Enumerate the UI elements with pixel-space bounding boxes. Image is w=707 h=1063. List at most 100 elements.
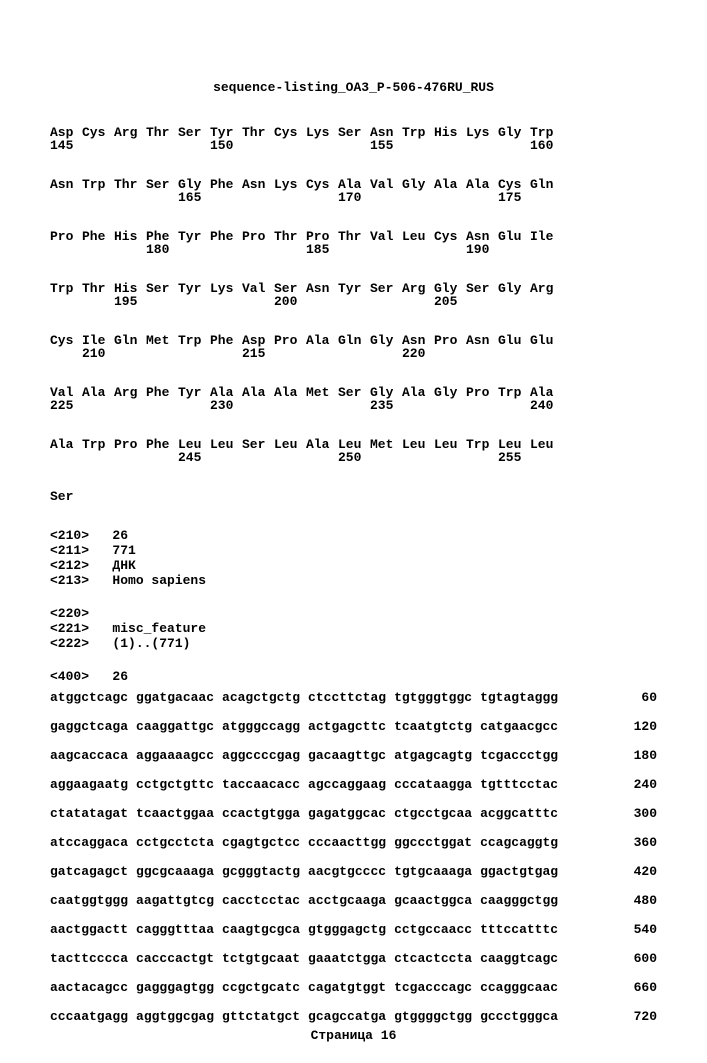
dna-group: atgggccagg bbox=[222, 719, 300, 734]
position-number bbox=[82, 242, 114, 257]
position-number bbox=[530, 190, 562, 205]
dna-group: gagggagtgg bbox=[136, 980, 214, 995]
position-number bbox=[306, 190, 338, 205]
dna-group: actgagcttc bbox=[308, 719, 386, 734]
dna-group: acagctgctg bbox=[222, 690, 300, 705]
dna-position: 120 bbox=[617, 719, 657, 734]
position-number bbox=[498, 138, 530, 153]
dna-group: tgtttcctac bbox=[480, 777, 558, 792]
dna-row: cccaatgaggaggtggcgaggttctatgctgcagccatga… bbox=[50, 1009, 657, 1024]
position-number bbox=[466, 398, 498, 413]
dna-row: atccaggacacctgcctctacgagtgctcccccaacttgg… bbox=[50, 835, 657, 850]
position-number bbox=[274, 190, 306, 205]
position-number bbox=[242, 398, 274, 413]
position-number bbox=[370, 294, 402, 309]
dna-group: ctgcctgcaa bbox=[394, 806, 472, 821]
position-number bbox=[306, 398, 338, 413]
position-number: 150 bbox=[210, 138, 242, 153]
position-number bbox=[402, 398, 434, 413]
position-number bbox=[466, 294, 498, 309]
position-number bbox=[82, 138, 114, 153]
dna-group: aggccccgag bbox=[222, 748, 300, 763]
dna-row: aactacagccgagggagtggccgctgcatccagatgtggt… bbox=[50, 980, 657, 995]
position-number bbox=[82, 450, 114, 465]
position-number bbox=[178, 138, 210, 153]
dna-group: cacccactgt bbox=[136, 951, 214, 966]
position-number bbox=[210, 450, 242, 465]
meta-block-2: <220><221> misc_feature<222> (1)..(771) bbox=[50, 606, 657, 651]
position-number bbox=[146, 450, 178, 465]
position-number: 205 bbox=[434, 294, 466, 309]
position-number: 160 bbox=[530, 138, 562, 153]
position-number bbox=[338, 398, 370, 413]
position-number: 245 bbox=[178, 450, 210, 465]
position-number bbox=[178, 242, 210, 257]
meta-line: <220> bbox=[50, 606, 657, 621]
position-number bbox=[210, 346, 242, 361]
position-number bbox=[114, 398, 146, 413]
dna-group: gacaagttgc bbox=[308, 748, 386, 763]
dna-position: 660 bbox=[617, 980, 657, 995]
meta-line: <213> Homo sapiens bbox=[50, 573, 657, 588]
dna-group: tcgacccagc bbox=[394, 980, 472, 995]
position-number bbox=[434, 346, 466, 361]
dna-group: gcagccatga bbox=[308, 1009, 386, 1024]
position-number bbox=[274, 242, 306, 257]
position-number bbox=[466, 346, 498, 361]
dna-group: gtggggctgg bbox=[394, 1009, 472, 1024]
dna-group: catgaacgcc bbox=[480, 719, 558, 734]
dna-group: ccactgtgga bbox=[222, 806, 300, 821]
dna-group: cctgctgttc bbox=[136, 777, 214, 792]
sequence-header: <400> 26 bbox=[50, 669, 657, 684]
protein-row: AspCysArgThrSerTyrThrCysLysSerAsnTrpHisL… bbox=[50, 125, 657, 153]
dna-group: aggtggcgag bbox=[136, 1009, 214, 1024]
position-number bbox=[146, 398, 178, 413]
dna-group: cctgccaacc bbox=[394, 922, 472, 937]
position-number bbox=[242, 138, 274, 153]
position-number bbox=[114, 190, 146, 205]
position-number bbox=[50, 190, 82, 205]
position-number: 255 bbox=[498, 450, 530, 465]
position-number bbox=[370, 450, 402, 465]
dna-position: 600 bbox=[617, 951, 657, 966]
dna-row: ctatatagattcaactggaaccactgtggagagatggcac… bbox=[50, 806, 657, 821]
dna-group: gttctatgct bbox=[222, 1009, 300, 1024]
position-number bbox=[114, 138, 146, 153]
dna-group: ctcactccta bbox=[394, 951, 472, 966]
position-number: 155 bbox=[370, 138, 402, 153]
page-footer: Страница 16 bbox=[50, 1028, 657, 1043]
position-number: 200 bbox=[274, 294, 306, 309]
dna-group: ggcgcaaaga bbox=[136, 864, 214, 879]
dna-group: agccaggaag bbox=[308, 777, 386, 792]
position-number bbox=[306, 138, 338, 153]
position-number bbox=[178, 398, 210, 413]
position-number bbox=[434, 190, 466, 205]
dna-group: caatggtggg bbox=[50, 893, 128, 908]
position-number bbox=[178, 294, 210, 309]
dna-position: 420 bbox=[617, 864, 657, 879]
dna-group: aagattgtcg bbox=[136, 893, 214, 908]
dna-group: cctgcctcta bbox=[136, 835, 214, 850]
position-number bbox=[274, 398, 306, 413]
position-number bbox=[434, 138, 466, 153]
dna-position: 720 bbox=[617, 1009, 657, 1024]
dna-position: 300 bbox=[617, 806, 657, 821]
dna-group: caaggattgc bbox=[136, 719, 214, 734]
dna-group: gcaactggca bbox=[394, 893, 472, 908]
position-number: 165 bbox=[178, 190, 210, 205]
position-number bbox=[402, 450, 434, 465]
position-number bbox=[146, 346, 178, 361]
dna-group: ctatatagat bbox=[50, 806, 128, 821]
position-number bbox=[370, 190, 402, 205]
dna-group: atccaggaca bbox=[50, 835, 128, 850]
dna-row: tacttccccacacccactgttctgtgcaatgaaatctgga… bbox=[50, 951, 657, 966]
position-number bbox=[338, 138, 370, 153]
dna-group: tttccatttc bbox=[480, 922, 558, 937]
protein-row: CysIleGlnMetTrpPheAspProAlaGlnGlyAsnProA… bbox=[50, 333, 657, 361]
dna-group: ccagggcaac bbox=[480, 980, 558, 995]
dna-position: 60 bbox=[617, 690, 657, 705]
dna-group: acggcatttc bbox=[480, 806, 558, 821]
position-number bbox=[210, 190, 242, 205]
dna-group: gtgggagctg bbox=[308, 922, 386, 937]
position-number bbox=[306, 450, 338, 465]
